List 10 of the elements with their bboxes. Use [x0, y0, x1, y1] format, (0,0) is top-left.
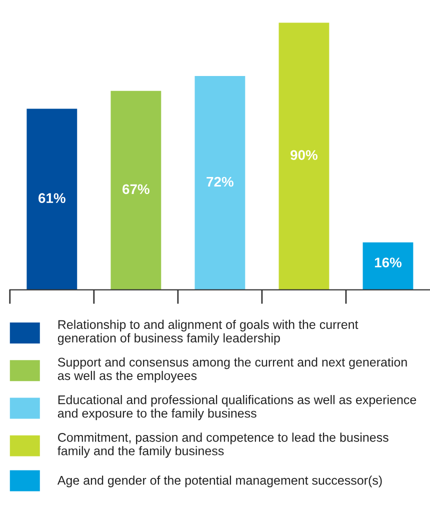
data-label: 16% [374, 258, 402, 268]
data-label: 72% [206, 176, 234, 187]
legend-label: Support and consensus among the current and next generation as well as the employees [58, 357, 407, 383]
legend-label: Educational and professional qualifications as well as experience and exposure to the family business [58, 395, 416, 420]
legend-label: Commitment, passion and competence to lead the business family and the family business [58, 432, 388, 458]
data-label: 67% [122, 184, 150, 194]
legend-label: Age and gender of the potential management successor(s) [57, 476, 382, 488]
data-label: 61% [38, 193, 66, 203]
legend-label: Relationship to and alignment of goals with the current generation of business family leadership [58, 320, 358, 345]
data-label: 90% [290, 150, 318, 160]
